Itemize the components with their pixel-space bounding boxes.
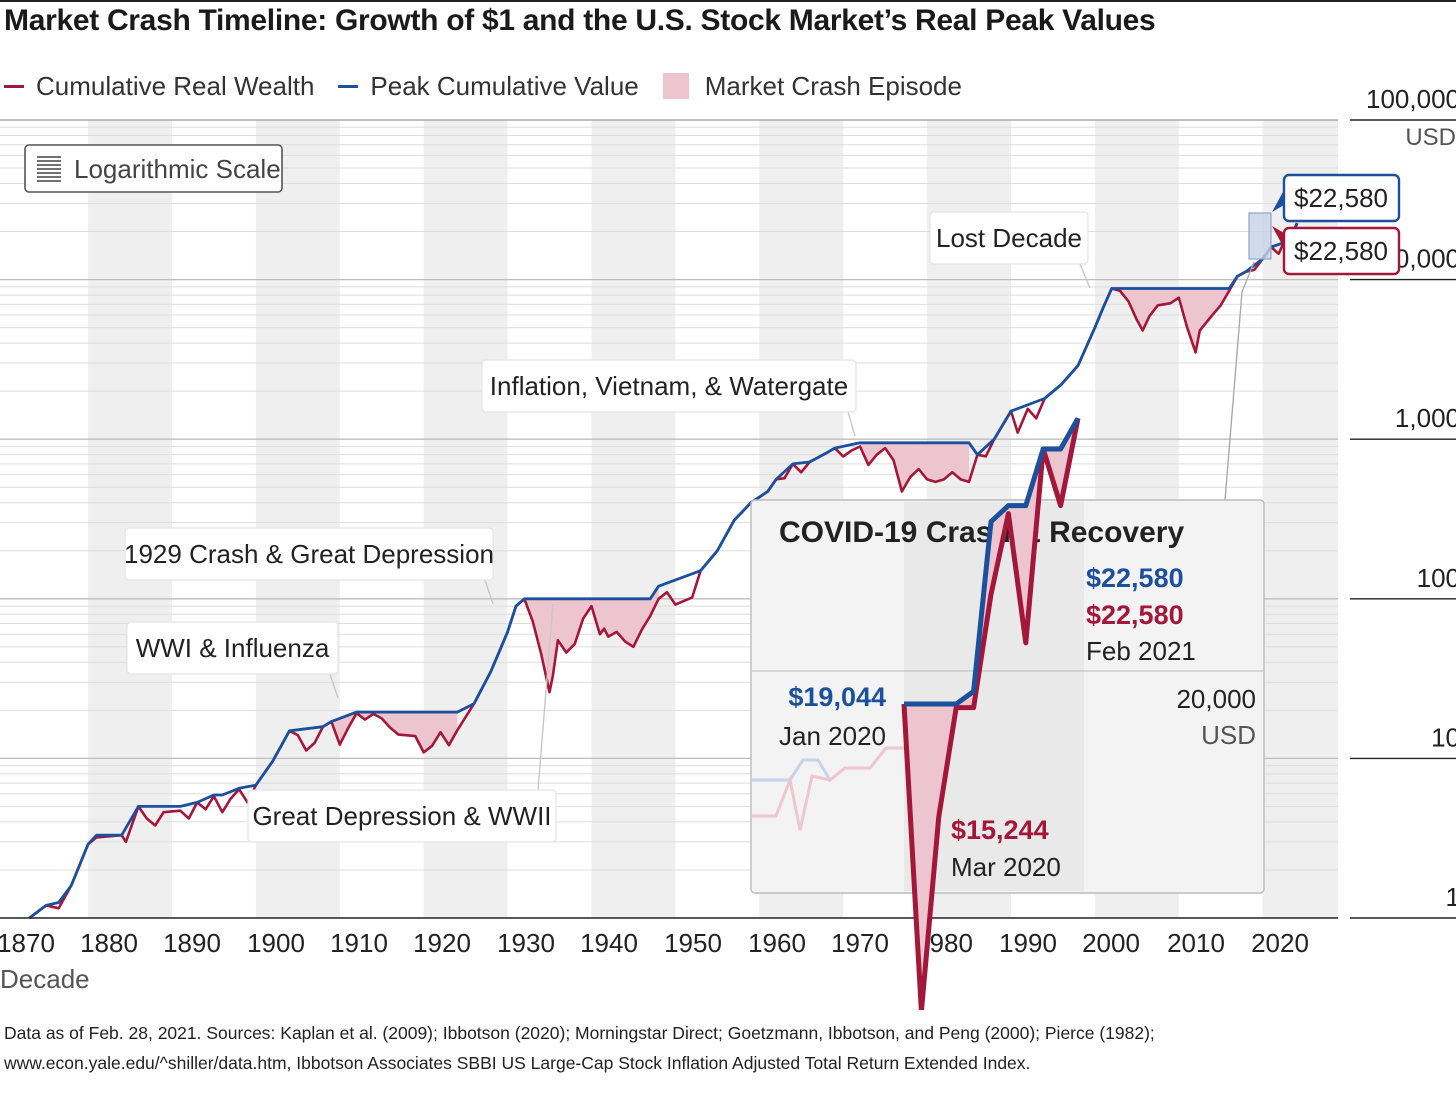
annotation-label: WWI & Influenza: [136, 633, 330, 663]
inset-line-peak: [904, 417, 1081, 707]
x-axis-title: Decade: [0, 964, 90, 994]
decade-band: [423, 120, 508, 918]
annotation-leader: [484, 579, 494, 605]
end-label-wealth: $22,580: [1294, 236, 1388, 266]
annotation-box: [124, 527, 494, 581]
decade-band: [88, 120, 172, 918]
x-tick-label: 1940: [580, 928, 638, 958]
scale-label: Logarithmic Scale: [74, 154, 281, 184]
scale-box: [24, 144, 283, 193]
annotation-box: [481, 359, 857, 413]
annotation-label: Great Depression & WWII: [252, 801, 551, 831]
x-tick-label: 1990: [999, 928, 1057, 958]
footnote: Data as of Feb. 28, 2021. Sources: Kapla…: [4, 1018, 1444, 1078]
legend-swatch-wealth: [4, 84, 24, 88]
crash-episode-fill: [524, 598, 592, 693]
inset-y-unit: USD: [1201, 720, 1256, 750]
legend-item-wealth: Cumulative Real Wealth: [4, 71, 314, 102]
inset-label-date: Feb 2021: [1086, 636, 1196, 666]
crash-episode-fill: [591, 586, 659, 647]
y-tick-label: 1: [1446, 882, 1456, 912]
crash-episode-fill: [1120, 288, 1230, 353]
top-rule: [0, 0, 1456, 2]
chart-title: Market Crash Timeline: Growth of $1 and …: [4, 4, 1156, 37]
annotation-label: Inflation, Vietnam, & Watergate: [490, 371, 848, 401]
annotation-label: Lost Decade: [936, 223, 1082, 253]
inset-label-date: Jan 2020: [779, 721, 886, 751]
annotation-leader: [847, 411, 856, 437]
annotations: Lost Decade Inflation, Vietnam, & Waterga…: [124, 211, 1091, 843]
x-tick-label: 2020: [1251, 928, 1309, 958]
y-tick-label: 100: [1417, 563, 1456, 593]
zoom-highlight: [1248, 212, 1272, 260]
x-tick-label: 1970: [831, 928, 889, 958]
end-label-pointer-wealth: [1272, 226, 1284, 248]
inset-label-value: $22,580: [1086, 563, 1184, 593]
legend-swatch-crash: [662, 73, 689, 99]
annotation-leader: [1079, 263, 1091, 289]
inset-y-tick-label: 20,000: [1176, 684, 1256, 714]
x-tick-label: 1900: [247, 928, 305, 958]
inset-faded-wealth: [752, 746, 904, 831]
x-axis: 1870 1880 1890 1900 1910 1920 1930 1940 1950 1960…: [0, 917, 1338, 994]
end-label-pointer-peak: [1272, 190, 1284, 212]
legend-swatch-peak: [338, 84, 359, 88]
footnote-line: www.econ.yale.edu/^shiller/data.htm, Ibb…: [4, 1053, 1031, 1073]
end-labels: $22,580 $22,580: [1248, 173, 1401, 276]
x-tick-label: 1870: [0, 928, 55, 958]
annotation-leader: [537, 603, 554, 791]
end-label-peak: $22,580: [1294, 183, 1388, 213]
crash-episode-fill: [331, 712, 458, 753]
inset-connector: [1224, 261, 1255, 501]
series-lines: [28, 222, 1299, 920]
x-tick-label: 2010: [1167, 928, 1225, 958]
scale-indicator: Logarithmic Scale: [24, 144, 283, 193]
x-tick-label: 1910: [330, 928, 388, 958]
inset-label-value: $15,244: [951, 815, 1049, 845]
legend-item-peak: Peak Cumulative Value: [338, 70, 639, 102]
x-tick-label: 1880: [80, 928, 138, 958]
inset-label-date: Mar 2020: [951, 852, 1061, 882]
end-label-box-wealth: [1282, 226, 1401, 276]
inset-label-value: $19,044: [788, 682, 886, 712]
x-tick-label: 1930: [497, 928, 555, 958]
series-line-peak: [28, 222, 1299, 920]
x-tick-label: 1890: [163, 928, 221, 958]
y-tick-label: 10: [1431, 722, 1456, 752]
lines-icon: [37, 156, 61, 182]
decade-band: [591, 120, 676, 918]
legend-item-crash: Market Crash Episode: [662, 70, 962, 102]
annotation-box: [929, 211, 1089, 265]
inset-label-value: $22,580: [1086, 600, 1184, 630]
legend-label-peak: Peak Cumulative Value: [370, 70, 639, 101]
x-tick-label: 2000: [1082, 928, 1140, 958]
decade-band: [255, 120, 340, 918]
annotation-box: [247, 789, 557, 843]
x-tick-label: 1960: [748, 928, 806, 958]
annotation-label: 1929 Crash & Great Depression: [124, 539, 494, 569]
inset-title: COVID-19 Crash & Recovery: [779, 516, 1184, 549]
legend-label-crash: Market Crash Episode: [704, 70, 962, 101]
legend: Cumulative Real Wealth Peak Cumulative V…: [4, 68, 986, 104]
y-tick-label: 1,000: [1395, 403, 1456, 433]
y-tick-label: 100,000: [1366, 84, 1456, 114]
inset-line-wealth: [901, 417, 1081, 1010]
x-tick-label: 1950: [664, 928, 722, 958]
annotation-leader: [329, 673, 339, 699]
annotation-box: [126, 621, 339, 675]
legend-label-wealth: Cumulative Real Wealth: [36, 70, 315, 101]
footnote-line: Data as of Feb. 28, 2021. Sources: Kapla…: [4, 1023, 1155, 1043]
x-tick-label: 1920: [413, 928, 471, 958]
covid-inset: COVID-19 Crash & Recovery 20,000 USD $19,04…: [750, 261, 1265, 1010]
y-unit-label: USD: [1405, 124, 1456, 151]
